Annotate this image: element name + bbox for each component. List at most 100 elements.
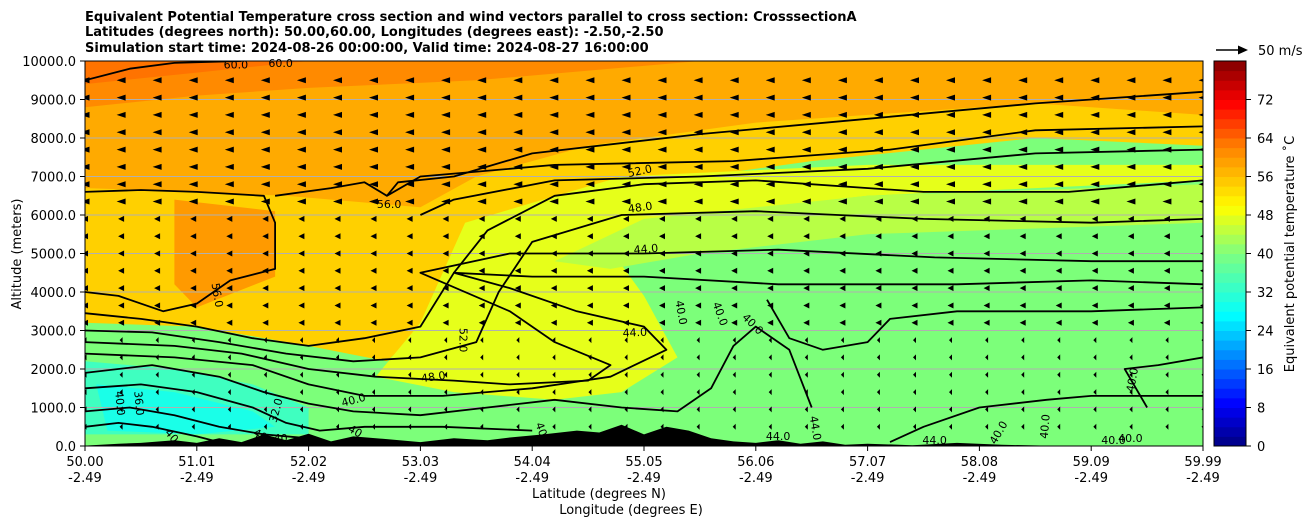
chart-title: Equivalent Potential Temperature cross s… — [85, 10, 857, 56]
wind-vector — [262, 267, 269, 274]
x-tick-label-lon: -2.49 — [180, 471, 214, 486]
wind-vector — [442, 319, 449, 326]
wind-vector — [552, 371, 556, 378]
wind-vector — [946, 181, 955, 188]
contour-label: 44.0 — [807, 415, 824, 441]
wind-vector — [477, 198, 487, 205]
wind-vector — [513, 146, 523, 153]
wind-vector — [226, 267, 233, 274]
wind-vector — [226, 302, 233, 309]
wind-vector — [477, 129, 487, 136]
colorbar-segment — [1214, 176, 1246, 187]
wind-vector — [478, 302, 485, 309]
wind-vector — [155, 371, 159, 378]
wind-vector — [621, 198, 631, 205]
colorbar-segment — [1214, 282, 1246, 293]
wind-vector — [1126, 146, 1136, 153]
wind-vector — [983, 319, 990, 326]
wind-vector — [263, 337, 267, 344]
wind-vector — [408, 371, 412, 378]
x-tick-label-lat: 57.07 — [849, 455, 886, 470]
wind-vector — [1057, 406, 1061, 413]
wind-vector — [660, 337, 664, 344]
wind-vector — [370, 302, 377, 309]
wind-vector — [550, 233, 557, 240]
wind-vector — [1055, 302, 1062, 309]
wind-vector — [372, 406, 375, 413]
wind-vector — [729, 181, 739, 188]
wind-vector — [549, 198, 559, 205]
wind-vector — [731, 285, 738, 292]
contour-40a — [85, 325, 813, 417]
wind-vector — [442, 215, 449, 222]
wind-vector — [154, 215, 161, 222]
wind-vector — [116, 77, 126, 84]
wind-vector — [801, 198, 811, 205]
x-axis-label-lon: Longitude (degrees E) — [559, 503, 703, 518]
wind-vector — [152, 181, 162, 188]
wind-vector — [1057, 337, 1061, 344]
wind-vector — [336, 406, 339, 413]
contour-label: 40.0 — [672, 299, 689, 325]
wind-vector — [623, 267, 629, 274]
wind-vector — [516, 371, 520, 378]
wind-vector — [875, 267, 882, 274]
wind-vector — [1018, 111, 1028, 118]
wind-vector — [188, 146, 198, 153]
wind-vector — [155, 337, 159, 344]
wind-vector — [765, 129, 775, 136]
wind-vector — [408, 406, 412, 413]
y-tick-label: 0.0 — [55, 440, 76, 455]
wind-vector — [333, 129, 342, 136]
wind-vector — [191, 406, 195, 413]
wind-vector — [516, 423, 520, 430]
y-tick-label: 5000.0 — [31, 248, 77, 263]
x-tick-label-lat: 59.99 — [1184, 455, 1221, 470]
wind-vector — [119, 354, 123, 361]
wind-vector — [765, 146, 775, 153]
colorbar-segment — [1214, 378, 1246, 389]
wind-vector — [191, 389, 195, 396]
title-line-2: Latitudes (degrees north): 50.00,60.00, … — [85, 25, 664, 40]
wind-vector — [298, 250, 305, 257]
wind-vector — [876, 423, 880, 430]
wind-vector — [334, 233, 341, 240]
wind-vector — [190, 319, 197, 326]
wind-vector — [1093, 371, 1097, 378]
wind-vector — [657, 181, 667, 188]
wind-vector — [731, 267, 738, 274]
wind-vector — [1198, 200, 1203, 203]
y-tick-label: 10000.0 — [22, 55, 76, 70]
wind-vector — [585, 198, 595, 205]
wind-vector — [1021, 371, 1025, 378]
wind-vector — [1127, 250, 1134, 257]
x-tick-label-lon: -2.49 — [404, 471, 438, 486]
wind-vector — [588, 337, 592, 344]
wind-vector — [982, 77, 992, 84]
wind-vector — [372, 337, 375, 344]
wind-vector — [118, 319, 125, 326]
wind-vector — [801, 129, 811, 136]
wind-vector — [262, 285, 269, 292]
wind-vector — [1054, 163, 1064, 170]
wind-vector — [1090, 163, 1100, 170]
contour-label: 44.0 — [622, 326, 647, 340]
y-tick-label: 4000.0 — [31, 286, 77, 301]
wind-vector — [837, 163, 847, 170]
wind-vector — [947, 285, 954, 292]
wind-vector — [659, 267, 665, 274]
wind-vector — [152, 129, 162, 136]
wind-vector — [408, 423, 412, 430]
wind-vector — [550, 302, 557, 309]
wind-vector — [1126, 77, 1136, 84]
wind-vector — [621, 181, 631, 188]
colorbar-segment — [1214, 70, 1246, 81]
wind-vector — [947, 233, 954, 240]
wind-vector — [801, 77, 811, 84]
wind-vector — [85, 129, 90, 136]
wind-vector — [370, 250, 377, 257]
wind-vector — [444, 371, 448, 378]
wind-vector — [985, 337, 989, 344]
wind-vector — [406, 267, 413, 274]
y-tick-label: 2000.0 — [31, 363, 77, 378]
